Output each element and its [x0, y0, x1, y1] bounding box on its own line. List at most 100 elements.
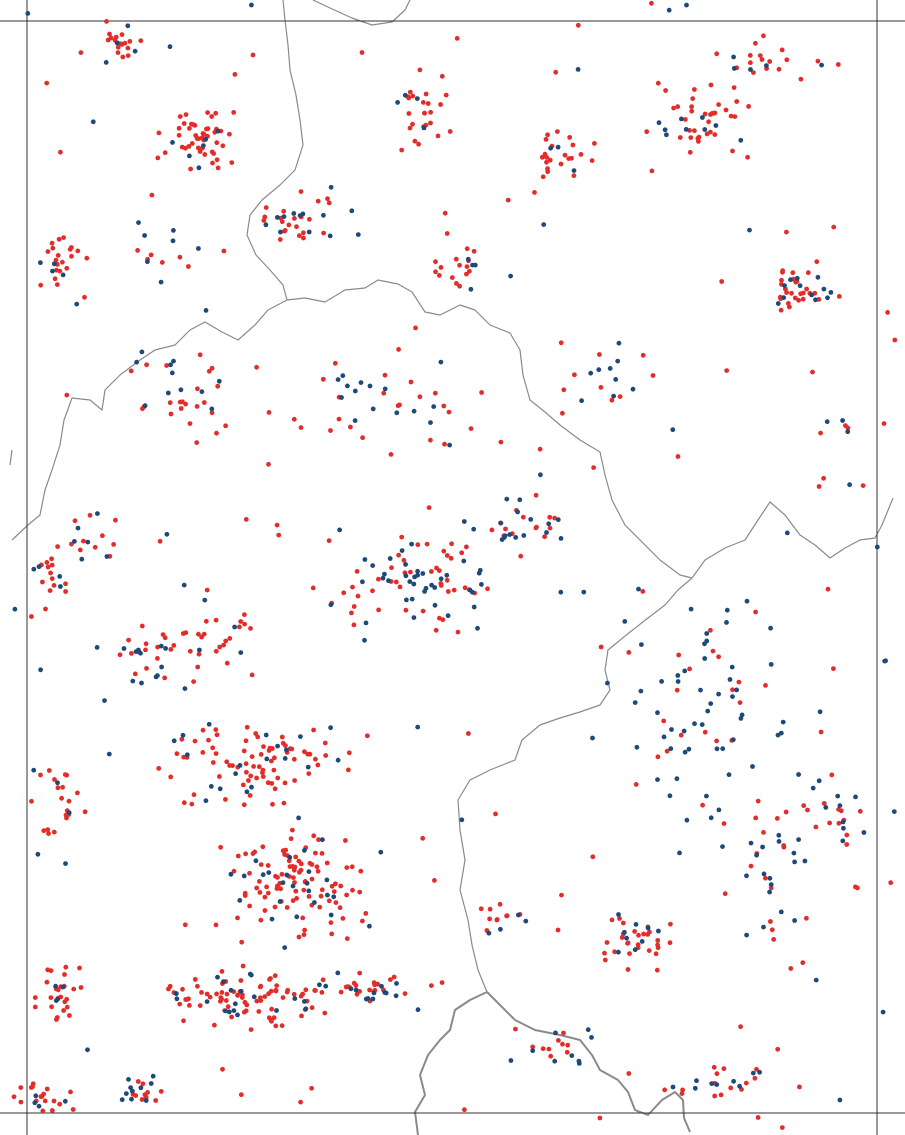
red-point — [309, 876, 315, 882]
red-point — [320, 376, 326, 382]
red-point — [39, 1094, 45, 1099]
blue-point — [517, 497, 523, 503]
red-point — [291, 875, 296, 880]
red-point — [196, 136, 202, 142]
red-point — [632, 929, 637, 934]
red-point — [195, 983, 200, 989]
blue-point — [664, 132, 669, 138]
blue-point — [370, 406, 376, 412]
red-point — [53, 257, 59, 263]
red-point — [195, 145, 201, 151]
blue-point — [142, 403, 148, 409]
red-point — [417, 67, 423, 73]
red-point — [653, 951, 659, 957]
red-point — [545, 132, 550, 138]
blue-point — [666, 7, 672, 13]
red-point — [738, 1024, 743, 1030]
red-point — [266, 461, 271, 467]
red-point — [317, 904, 323, 910]
blue-point — [581, 589, 587, 595]
red-point — [396, 552, 401, 558]
red-point — [389, 565, 394, 571]
red-point — [403, 607, 409, 613]
red-point — [620, 920, 626, 926]
red-point — [117, 652, 123, 658]
blue-point — [302, 999, 307, 1004]
blue-point — [744, 598, 750, 604]
blue-point — [767, 889, 772, 895]
red-point — [45, 564, 51, 570]
red-point — [438, 102, 443, 107]
red-point — [348, 424, 353, 430]
blue-point — [371, 990, 377, 996]
red-point — [63, 589, 68, 594]
red-point — [626, 1071, 632, 1076]
red-point — [253, 731, 259, 736]
red-point — [663, 88, 668, 93]
red-point — [292, 880, 297, 885]
blue-point — [353, 987, 359, 993]
red-point — [125, 45, 131, 51]
red-point — [49, 1004, 54, 1010]
red-point — [558, 161, 564, 167]
red-point — [197, 149, 203, 154]
red-point — [176, 132, 182, 138]
red-point — [191, 792, 197, 798]
red-point — [767, 59, 773, 64]
blue-point — [226, 1009, 232, 1015]
blue-point — [403, 573, 409, 579]
red-point — [248, 773, 254, 779]
red-point — [774, 816, 780, 821]
blue-point — [501, 535, 507, 540]
blue-point — [468, 286, 474, 292]
blue-point — [835, 793, 841, 799]
red-point — [183, 630, 189, 636]
red-point — [454, 281, 459, 286]
blue-point — [684, 2, 689, 8]
red-point — [319, 990, 325, 995]
red-point — [184, 997, 190, 1002]
red-point — [269, 758, 274, 764]
red-point — [279, 871, 285, 877]
red-point — [654, 967, 660, 973]
red-point — [223, 638, 229, 644]
red-point — [148, 252, 154, 258]
red-point — [736, 679, 742, 685]
blue-point — [461, 519, 467, 524]
red-point — [157, 538, 163, 544]
red-point — [662, 1087, 668, 1093]
red-point — [540, 174, 546, 180]
red-point — [784, 57, 790, 63]
red-point — [435, 133, 441, 139]
red-point — [248, 1027, 254, 1032]
red-point — [761, 33, 766, 39]
red-point — [572, 372, 577, 378]
red-point — [279, 734, 285, 740]
blue-point — [25, 11, 31, 16]
red-point — [167, 983, 173, 989]
red-point — [326, 898, 332, 904]
red-point — [210, 160, 215, 166]
red-point — [256, 764, 262, 770]
red-point — [816, 484, 822, 489]
red-point — [349, 864, 355, 870]
red-point — [407, 89, 413, 95]
blue-point — [386, 578, 391, 584]
red-point — [779, 47, 785, 53]
blue-point — [782, 283, 787, 288]
blue-point — [802, 858, 808, 864]
blue-point — [104, 554, 110, 559]
blue-point — [31, 566, 37, 572]
red-point — [723, 107, 729, 113]
red-point — [786, 301, 791, 306]
blue-point — [624, 935, 629, 941]
blue-point — [360, 579, 365, 585]
red-point — [174, 751, 180, 757]
blue-point — [171, 358, 176, 364]
red-point — [265, 863, 271, 868]
red-point — [298, 1099, 303, 1105]
red-point — [410, 93, 416, 99]
red-point — [547, 157, 553, 163]
blue-point — [816, 778, 822, 784]
border-south — [414, 991, 488, 1135]
